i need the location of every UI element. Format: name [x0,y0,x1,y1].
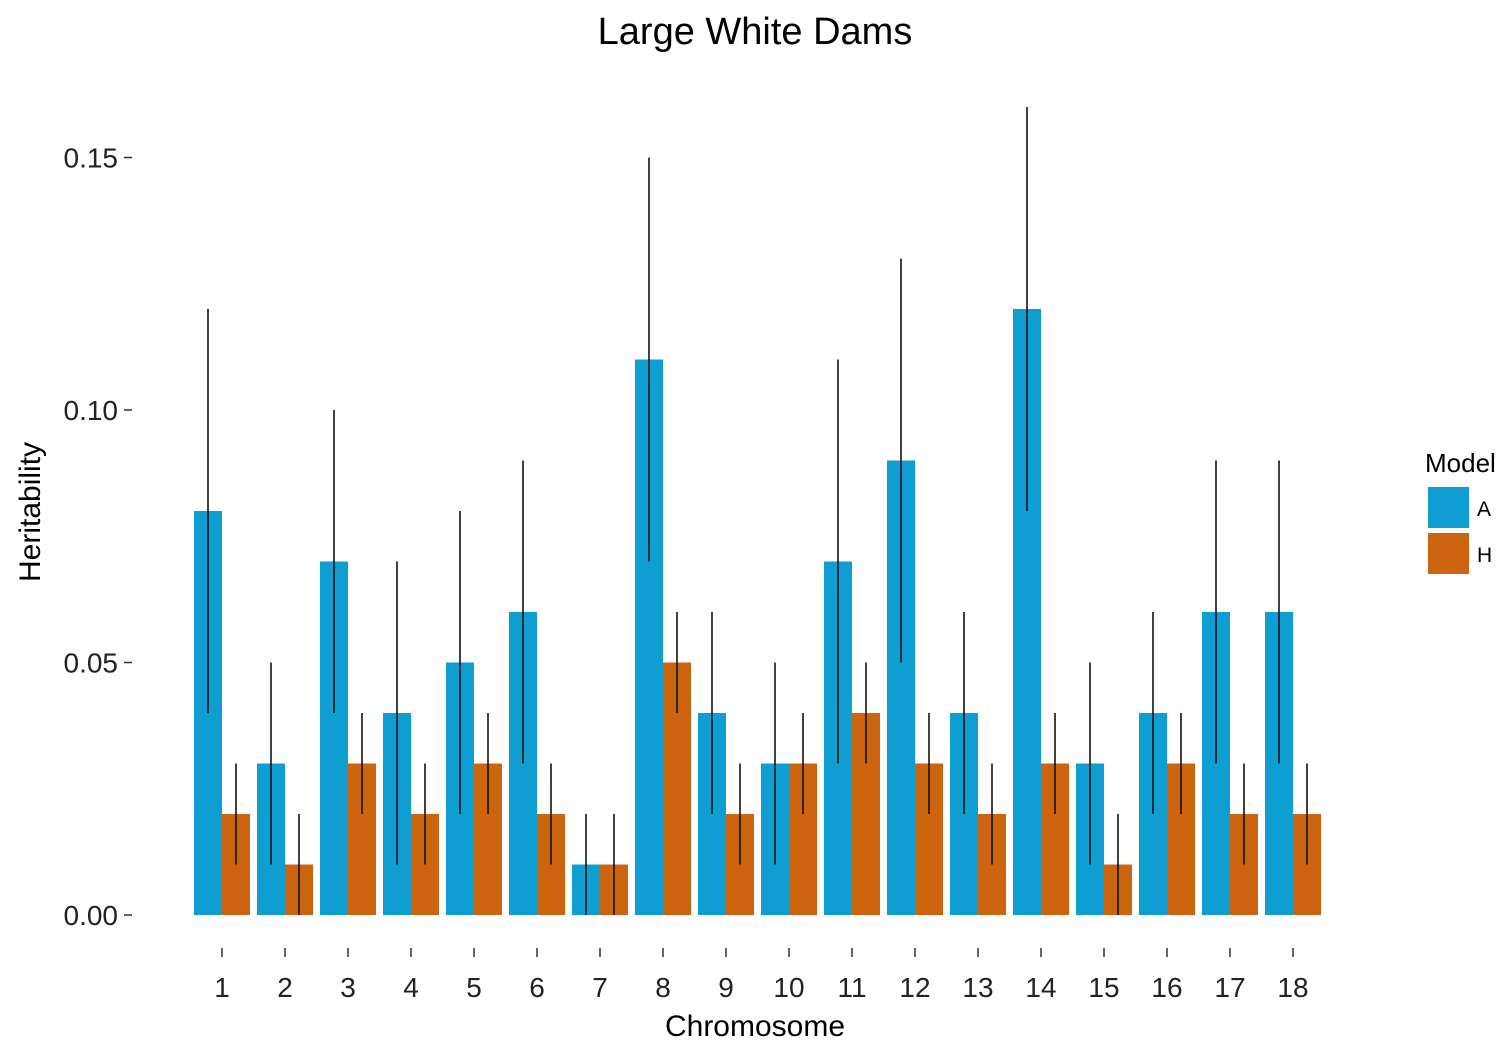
bars-layer [194,309,1321,915]
x-tick-label: 18 [1277,972,1308,1003]
x-tick-label: 5 [466,972,482,1003]
chart-title: Large White Dams [598,11,913,53]
x-axis: 1 2 3 4 5 6 7 8 9 10 11 12 13 14 15 16 17 18 [214,948,1309,1003]
legend-label-A: A [1477,498,1491,521]
y-tick-label: 0.15 [64,143,119,174]
x-tick-label: 14 [1025,972,1056,1003]
x-tick-label: 9 [718,972,734,1003]
legend: Model AH [1425,448,1496,574]
x-tick-label: 1 [214,972,230,1003]
x-tick-label: 8 [655,972,671,1003]
x-tick-label: 10 [773,972,804,1003]
legend-label-H: H [1477,544,1492,567]
x-tick-label: 17 [1214,972,1245,1003]
y-axis-title: Heritability [14,442,47,582]
legend-swatch-A [1428,487,1469,528]
x-tick-label: 12 [899,972,930,1003]
x-tick-label: 16 [1151,972,1182,1003]
y-tick-label: 0.00 [64,900,119,931]
y-tick-label: 0.10 [64,395,119,426]
x-tick-label: 3 [340,972,356,1003]
x-axis-title: Chromosome [665,1010,845,1043]
error-bars-layer [207,107,1308,915]
x-tick-label: 7 [592,972,608,1003]
x-tick-label: 13 [962,972,993,1003]
x-tick-label: 4 [403,972,419,1003]
x-tick-label: 11 [837,972,866,1003]
legend-title: Model [1425,448,1496,478]
x-tick-label: 2 [277,972,293,1003]
x-tick-label: 6 [529,972,545,1003]
y-axis: 0.00 0.05 0.10 0.15 [64,143,132,931]
x-tick-label: 15 [1088,972,1119,1003]
legend-swatch-H [1428,533,1469,574]
y-tick-label: 0.05 [64,648,119,679]
